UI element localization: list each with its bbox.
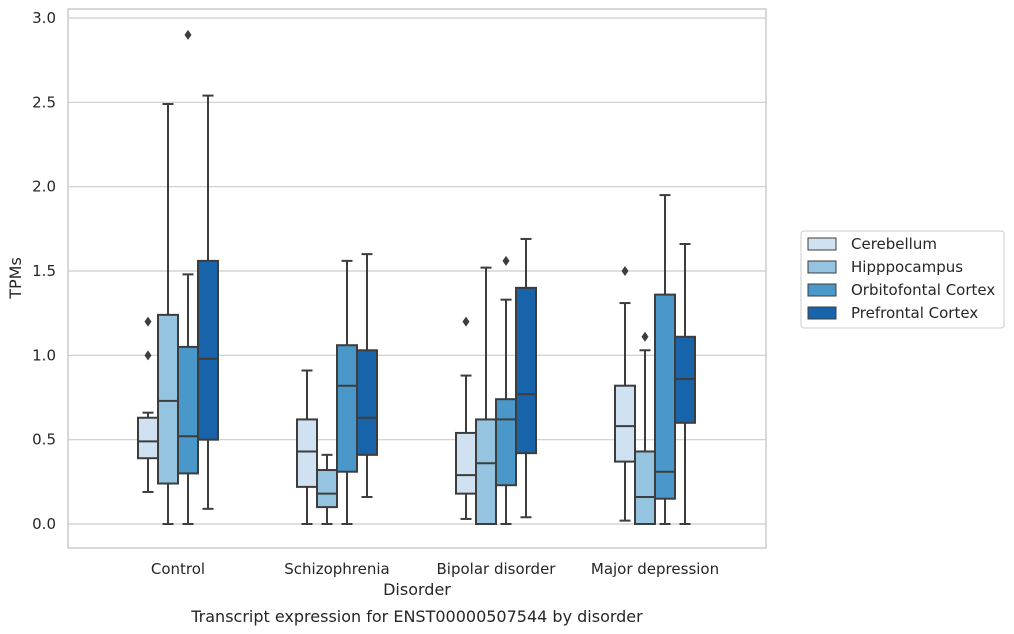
y-tick-labels: 0.0 0.5 1.0 1.5 2.0 2.5 3.0 [32,9,56,533]
y-tick-label: 3.0 [32,9,56,27]
box-prefrontal-cortex [197,94,219,510]
y-tick-label: 2.0 [32,178,56,196]
y-tick-label: 0.5 [32,431,56,449]
x-tick-label: Major depression [591,560,719,578]
legend-label: Hipppocampus [851,258,963,276]
y-tick-label: 1.5 [32,262,56,280]
legend-swatch [807,306,837,320]
outlier-point [144,316,152,327]
outlier-point [621,266,629,276]
x-tick-label: Bipolar disorder [437,560,557,578]
box-orbitofontal-cortex [654,194,676,525]
y-axis-label: TPMs [6,257,25,300]
box-iqr [455,431,477,495]
box-iqr [316,469,338,509]
outlier-point [462,316,470,327]
y-tick-label: 1.0 [32,346,56,364]
legend-label: Cerebellum [851,235,937,253]
legend: Cerebellum Hipppocampus Orbitofontal Corte… [800,230,1005,329]
plot-frame [67,8,767,549]
x-axis-label: Disorder [383,580,451,599]
box-iqr [177,345,199,475]
legend-swatch [807,283,837,297]
box-iqr [495,398,517,487]
legend-label: Orbitofontal Cortex [851,281,995,299]
box-iqr [356,349,378,456]
y-tick-label: 2.5 [32,93,56,111]
box-iqr [197,259,219,441]
box-iqr [157,313,179,485]
box-iqr [634,450,656,525]
box-hipppocampus [157,103,179,525]
box-cerebellum [137,316,159,493]
legend-swatch [807,260,837,274]
chart-caption: Transcript expression for ENST0000050754… [190,607,643,626]
box-orbitofontal-cortex [336,259,358,525]
outlier-point [641,331,649,342]
outlier-point [502,255,510,266]
box-iqr [296,418,318,488]
outlier-point [144,350,152,361]
box-iqr [654,293,676,500]
x-tick-labels: Control Schizophrenia Bipolar disorder Majo… [151,560,719,578]
outlier-point [184,29,192,40]
box-hipppocampus [316,453,338,525]
box-plot-marks [137,29,696,525]
legend-swatch [807,237,837,251]
box-iqr [475,418,497,525]
box-iqr [515,286,537,455]
box-iqr [137,416,159,460]
box-cerebellum [296,369,318,525]
box-cerebellum [455,316,477,520]
box-prefrontal-cortex [674,243,696,525]
y-tick-label: 0.0 [32,515,56,533]
box-orbitofontal-cortex [495,255,517,525]
box-prefrontal-cortex [515,237,537,519]
box-orbitofontal-cortex [177,29,199,525]
x-tick-label: Control [151,560,205,578]
box-hipppocampus [634,331,656,525]
box-iqr [336,344,358,473]
x-tick-label: Schizophrenia [284,560,389,578]
legend-frame [800,230,1005,329]
box-cerebellum [614,266,636,522]
box-hipppocampus [475,266,497,525]
box-prefrontal-cortex [356,253,378,499]
box-iqr [614,384,636,463]
legend-label: Prefrontal Cortex [851,304,978,322]
